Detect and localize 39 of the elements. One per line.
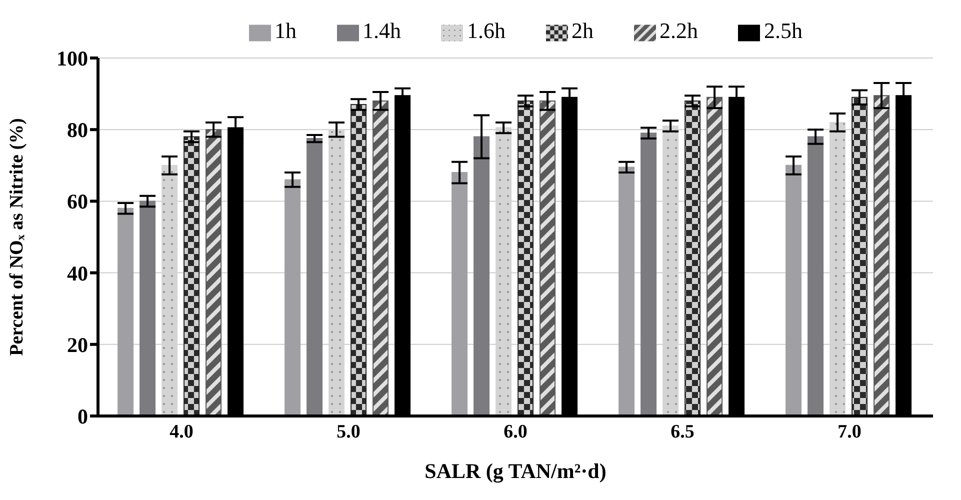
bar xyxy=(452,172,468,416)
x-tick-label: 4.0 xyxy=(170,421,194,442)
legend-label: 2.5h xyxy=(764,18,802,43)
bar xyxy=(684,100,701,416)
x-tick-label: 6.0 xyxy=(504,421,528,442)
y-tick-label: 60 xyxy=(67,190,88,214)
bar xyxy=(372,100,389,416)
legend-label: 1h xyxy=(274,18,296,43)
x-tick-label: 7.0 xyxy=(838,421,862,442)
bar xyxy=(184,136,200,416)
bar xyxy=(306,138,323,416)
x-tick-label: 6.5 xyxy=(670,421,694,442)
bar xyxy=(118,208,134,416)
bar xyxy=(874,95,890,416)
bar xyxy=(786,164,802,416)
bar xyxy=(474,136,490,416)
y-tick-label: 20 xyxy=(67,332,88,357)
y-tick-label: 0 xyxy=(78,404,88,428)
bar xyxy=(706,96,723,416)
legend-label: 2h xyxy=(572,18,594,43)
bar xyxy=(206,129,222,416)
bar xyxy=(640,132,657,416)
bar xyxy=(540,100,556,416)
bar xyxy=(140,200,156,416)
legend-label: 1.4h xyxy=(362,18,401,43)
bar xyxy=(284,179,301,416)
x-tick-label: 5.0 xyxy=(336,421,360,442)
bar xyxy=(808,136,824,416)
bar xyxy=(852,96,868,416)
legend-label: 1.6h xyxy=(467,18,506,43)
y-axis-title: Percent of NOₓ as Nitrite (%) xyxy=(6,118,28,356)
y-tick-label: 40 xyxy=(67,261,88,286)
x-axis-title: SALR (g TAN/m²·d) xyxy=(424,459,606,483)
bar xyxy=(618,166,635,416)
legend-label: 2.2h xyxy=(660,18,698,43)
bar xyxy=(350,104,367,416)
y-tick-label: 100 xyxy=(56,46,88,70)
bar xyxy=(518,100,534,416)
y-tick-label: 80 xyxy=(67,118,88,142)
